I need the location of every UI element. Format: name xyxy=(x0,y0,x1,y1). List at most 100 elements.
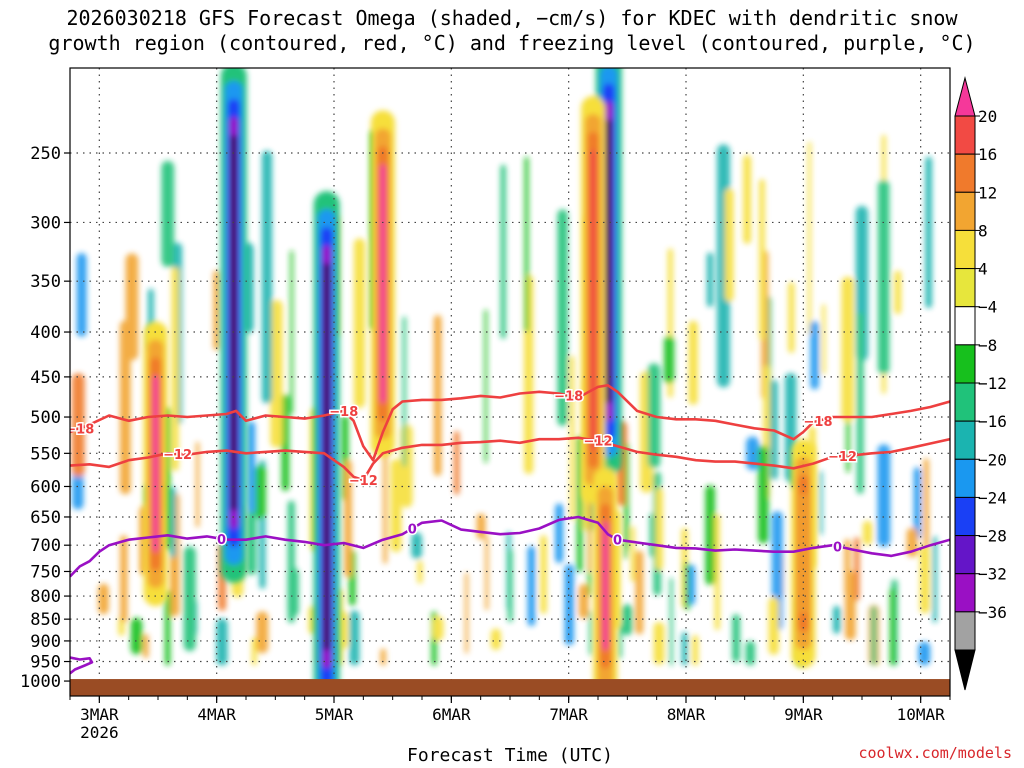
contour-line xyxy=(70,436,950,482)
y-tick-label: 700 xyxy=(30,536,61,556)
omega-streak xyxy=(380,648,386,666)
omega-streak xyxy=(287,500,295,623)
colorbar-label: −36 xyxy=(978,603,1007,622)
y-tick-label: 250 xyxy=(30,144,61,164)
omega-streak xyxy=(625,443,629,551)
omega-streak xyxy=(164,590,171,666)
omega-streak xyxy=(856,312,864,494)
omega-streak xyxy=(913,467,921,539)
omega-feature-band xyxy=(602,521,609,651)
omega-streak xyxy=(759,179,765,341)
omega-streak xyxy=(256,611,269,654)
omega-streak xyxy=(540,535,547,614)
omega-streak xyxy=(255,464,267,519)
colorbar-segment xyxy=(954,535,976,575)
omega-streak xyxy=(877,180,890,375)
omega-streak xyxy=(171,267,179,471)
x-tick-label: 5MAR xyxy=(315,705,354,724)
contour-label: −12 xyxy=(349,474,378,489)
y-tick-label: 900 xyxy=(30,632,61,652)
omega-streak xyxy=(524,157,529,332)
colorbar-segment xyxy=(954,573,976,613)
colorbar-label: −20 xyxy=(978,450,1007,469)
omega-streak xyxy=(653,622,665,665)
colorbar-label: −28 xyxy=(978,527,1007,546)
omega-streak xyxy=(618,625,622,658)
omega-streak xyxy=(649,513,654,557)
colorbar-segment xyxy=(954,496,976,537)
omega-streak xyxy=(844,571,856,641)
colorbar-segment xyxy=(954,191,976,231)
omega-streak xyxy=(247,421,256,540)
colorbar-segment xyxy=(954,382,976,422)
omega-features xyxy=(143,68,816,696)
omega-streak xyxy=(663,335,675,384)
colorbar-top-arrow xyxy=(954,76,976,117)
colorbar-segment xyxy=(954,115,976,155)
y-axis: 2503003504004505005506006507007508008509… xyxy=(20,144,70,692)
omega-streak xyxy=(810,321,819,390)
omega-streak xyxy=(841,276,854,422)
omega-streak xyxy=(684,562,690,610)
omega-streak xyxy=(743,155,752,244)
colorbar-bottom-arrow xyxy=(954,649,976,691)
omega-streak xyxy=(270,300,283,448)
y-tick-label: 800 xyxy=(30,587,61,607)
omega-streak xyxy=(745,640,756,666)
colorbar-label: −16 xyxy=(978,412,1007,431)
contour-label: 0 xyxy=(613,534,622,549)
y-tick-label: 400 xyxy=(30,323,61,343)
omega-streak xyxy=(807,141,812,335)
omega-streak xyxy=(484,309,488,463)
omega-streak xyxy=(688,320,698,405)
colorbar-label: 4 xyxy=(978,260,988,279)
omega-streak xyxy=(216,618,228,666)
omega-streak xyxy=(854,537,860,601)
colorbar-segment xyxy=(954,229,976,270)
omega-streak xyxy=(119,320,131,495)
omega-streak xyxy=(635,550,644,635)
omega-streak xyxy=(213,270,220,351)
colorbar-label: 16 xyxy=(978,145,997,164)
omega-streak xyxy=(476,513,486,540)
omega-streak xyxy=(417,560,423,584)
contour-label: −12 xyxy=(584,435,613,450)
colorbar-segment xyxy=(954,458,976,498)
contour-label: −12 xyxy=(163,448,192,463)
x-tick-label: 10MAR xyxy=(897,705,946,724)
omega-streak xyxy=(932,536,938,623)
omega-streak xyxy=(344,460,352,578)
omega-streak xyxy=(714,514,720,631)
y-tick-label: 1000 xyxy=(20,672,61,692)
contours: −18 −18 −18 −18 −12 −12 −12 −12 0 0 0 0 xyxy=(70,384,950,675)
omega-streak xyxy=(706,252,714,307)
omega-streak xyxy=(688,565,696,605)
y-tick-label: 450 xyxy=(30,368,61,388)
omega-streak xyxy=(681,632,688,666)
title-line-2: growth region (contoured, red, °C) and f… xyxy=(48,31,976,55)
colorbar-label: −32 xyxy=(978,565,1007,584)
omega-streak xyxy=(500,164,506,339)
omega-streak xyxy=(464,572,469,654)
contour-label: −12 xyxy=(828,450,857,465)
omega-streak xyxy=(507,549,513,623)
ground-surface xyxy=(70,679,950,696)
omega-streak xyxy=(862,520,873,545)
omega-streak xyxy=(433,315,442,476)
omega-streak xyxy=(453,431,460,495)
omega-streak xyxy=(390,458,402,552)
ground-fill xyxy=(70,679,950,696)
contour-line xyxy=(70,515,950,578)
colorbar-label: 20 xyxy=(978,107,997,126)
omega-streak xyxy=(432,616,444,641)
omega-feature-band xyxy=(606,119,612,404)
y-tick-label: 300 xyxy=(30,213,61,233)
omega-streak xyxy=(564,564,574,646)
omega-streak xyxy=(183,546,196,652)
omega-streak xyxy=(889,587,896,666)
omega-streak xyxy=(555,503,564,563)
colorbar-segment xyxy=(954,420,976,460)
omega-streak xyxy=(349,610,360,666)
omega-streak xyxy=(894,270,902,315)
omega-streak xyxy=(143,634,149,659)
